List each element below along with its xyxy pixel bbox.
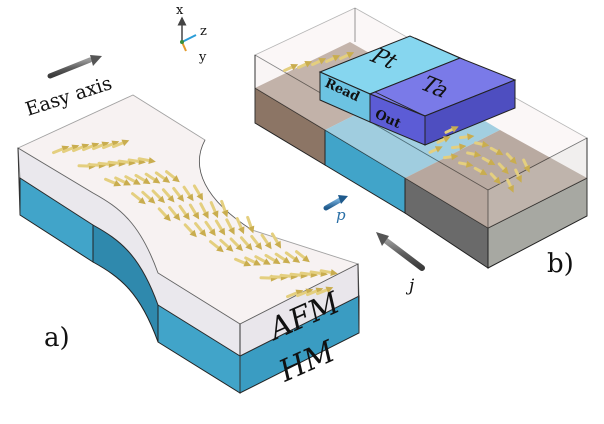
axes-triad: x z y	[176, 3, 207, 65]
panel-b-device: Pt Ta Read Out b)	[255, 8, 587, 279]
spin-polarization-vector: p	[326, 195, 348, 224]
j-label: j	[405, 276, 415, 296]
panel-b-label: b)	[547, 249, 574, 279]
current-vector: j	[376, 232, 422, 296]
axis-x-label: x	[176, 3, 184, 18]
axis-y-label: y	[198, 50, 207, 65]
panel-a-label: a)	[44, 323, 70, 353]
axis-z-label: z	[200, 24, 207, 39]
p-label: p	[336, 206, 346, 224]
